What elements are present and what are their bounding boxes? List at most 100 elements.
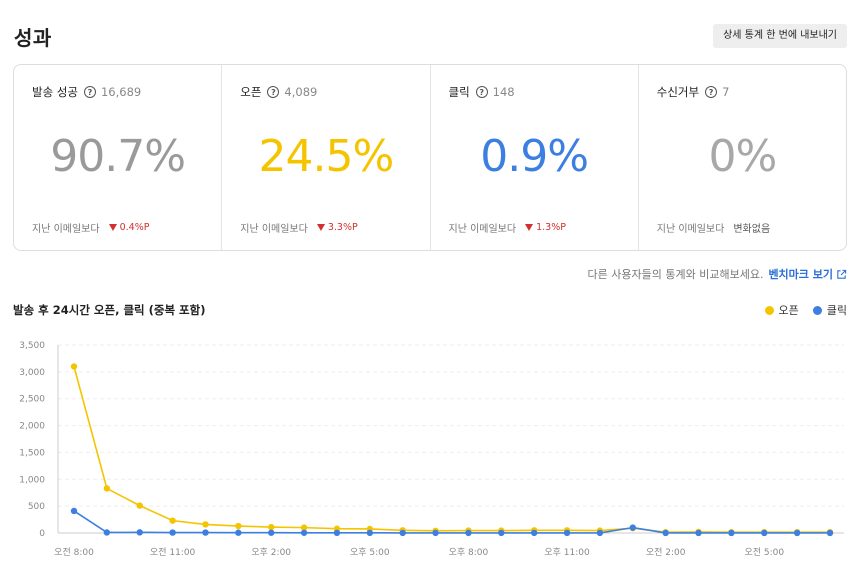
legend-dot-icon — [764, 305, 774, 315]
data-point-click — [826, 529, 834, 537]
data-point-open — [300, 524, 308, 531]
stat-card-unsubscribe: 수신거부 ? 7 0% 지난 이메일보다 변화없음 — [639, 65, 846, 250]
stat-count: 16,689 — [100, 85, 142, 99]
x-tick-label: 오후 2:00 — [251, 547, 291, 558]
help-circle-icon[interactable]: ? — [83, 86, 96, 98]
legend-item-open[interactable]: 오픈 — [764, 302, 799, 318]
legend-label: 오픈 — [778, 304, 799, 317]
stat-count: 7 — [722, 85, 730, 99]
data-point-click — [333, 529, 341, 537]
delta-value: 0.4%P — [119, 222, 150, 233]
data-point-click — [596, 529, 604, 537]
data-point-click — [366, 529, 374, 537]
help-circle-icon[interactable]: ? — [267, 86, 280, 98]
benchmark-link[interactable]: 벤치마크 보기 — [768, 268, 833, 281]
data-point-click — [432, 529, 439, 537]
data-point-click — [136, 529, 143, 536]
data-point-open — [268, 523, 275, 531]
data-point-open — [202, 521, 209, 528]
compare-label: 지난 이메일보다 — [32, 224, 100, 235]
stat-value: 24.5% — [258, 131, 394, 182]
x-tick-label: 오전 8:00 — [54, 547, 94, 558]
x-tick-label: 오후 5:00 — [350, 547, 390, 558]
x-tick-label: 오전 11:00 — [150, 547, 196, 558]
data-point-click — [399, 529, 406, 537]
delta-badge: 1.3%P — [525, 222, 566, 233]
compare-label: 지난 이메일보다 — [448, 224, 517, 235]
data-point-click — [728, 529, 735, 537]
stats-panel: 발송 성공 ? 16,689 90.7% 지난 이메일보다 0.4%P 오픈 ?… — [13, 64, 847, 251]
external-link-icon[interactable] — [836, 269, 847, 280]
y-tick-label: 2,500 — [19, 395, 45, 405]
stat-count: 148 — [492, 85, 515, 99]
legend-dot-icon — [812, 305, 822, 315]
stat-label: 오픈 — [240, 85, 262, 99]
y-tick-label: 1,000 — [19, 475, 45, 485]
stat-card-click: 클릭 ? 148 0.9% 지난 이메일보다 1.3%P — [431, 65, 639, 250]
data-point-click — [761, 529, 768, 537]
data-point-click — [629, 524, 636, 531]
y-tick-label: 0 — [39, 529, 45, 539]
compare-label: 지난 이메일보다 — [240, 224, 308, 235]
data-point-click — [530, 529, 538, 537]
help-circle-icon[interactable]: ? — [705, 86, 718, 98]
y-tick-label: 3,500 — [19, 341, 45, 351]
triangle-down-icon — [316, 224, 325, 231]
no-change-label: 변화없음 — [733, 224, 771, 235]
x-tick-label: 오전 5:00 — [744, 547, 784, 558]
triangle-down-icon — [108, 224, 117, 231]
data-point-click — [169, 529, 176, 536]
series-line-open — [73, 366, 830, 533]
line-chart: 0 500 1,000 1,500 2,000 2,500 3,000 3,500 오전 8:0… — [19, 341, 844, 558]
series-line-click — [73, 510, 830, 534]
y-tick-label: 2,000 — [19, 422, 45, 432]
y-tick-label: 3,000 — [19, 368, 45, 378]
triangle-down-icon — [525, 224, 534, 231]
data-point-open — [136, 502, 143, 509]
stat-label: 클릭 — [448, 85, 470, 99]
x-tick-label: 오후 11:00 — [544, 547, 590, 558]
data-point-click — [793, 529, 801, 537]
stat-label: 수신거부 — [656, 85, 700, 99]
compare-label: 지난 이메일보다 — [656, 224, 725, 235]
data-point-click — [498, 529, 505, 537]
data-point-click — [70, 507, 78, 515]
benchmark-row: 다른 사용자들의 통계와 비교해보세요. 벤치마크 보기 — [588, 266, 847, 282]
x-tick-label: 오전 2:00 — [646, 547, 686, 558]
legend-label: 클릭 — [826, 304, 847, 317]
data-point-click — [695, 529, 702, 537]
data-point-click — [662, 529, 669, 537]
y-tick-label: 500 — [28, 502, 45, 512]
delta-badge: 0.4%P — [108, 222, 150, 233]
data-point-click — [300, 529, 308, 536]
stat-value: 0.9% — [480, 131, 589, 182]
chart-title: 발송 후 24시간 오픈, 클릭 (중복 포함) — [13, 303, 206, 317]
stat-count: 4,089 — [284, 85, 318, 99]
stat-card-open: 오픈 ? 4,089 24.5% 지난 이메일보다 3.3%P — [222, 65, 431, 250]
stat-value: 0% — [708, 131, 777, 182]
delta-badge: 3.3%P — [316, 222, 358, 233]
stat-card-sent: 발송 성공 ? 16,689 90.7% 지난 이메일보다 0.4%P — [14, 65, 223, 250]
help-circle-icon[interactable]: ? — [475, 86, 488, 98]
data-point-click — [563, 529, 571, 537]
data-point-open — [169, 517, 176, 524]
data-point-click — [235, 529, 242, 536]
y-tick-label: 1,500 — [19, 448, 45, 458]
stat-label: 발송 성공 — [32, 85, 78, 99]
page-title: 성과 — [14, 26, 52, 50]
export-stats-button[interactable]: 상세 통계 한 번에 내보내기 — [713, 24, 847, 48]
legend-item-click[interactable]: 클릭 — [812, 302, 847, 318]
data-point-click — [103, 529, 111, 536]
x-tick-label: 오후 8:00 — [449, 547, 489, 558]
data-point-click — [202, 529, 209, 536]
delta-value: 1.3%P — [536, 222, 566, 233]
stat-value: 90.7% — [50, 131, 186, 182]
benchmark-text: 다른 사용자들의 통계와 비교해보세요. — [587, 268, 764, 281]
data-point-open — [103, 485, 111, 492]
delta-value: 3.3%P — [327, 222, 358, 233]
data-point-click — [268, 529, 275, 536]
data-point-open — [70, 363, 78, 370]
data-point-click — [465, 529, 472, 537]
chart-legend: 오픈 클릭 — [751, 302, 847, 318]
data-point-open — [235, 522, 242, 530]
